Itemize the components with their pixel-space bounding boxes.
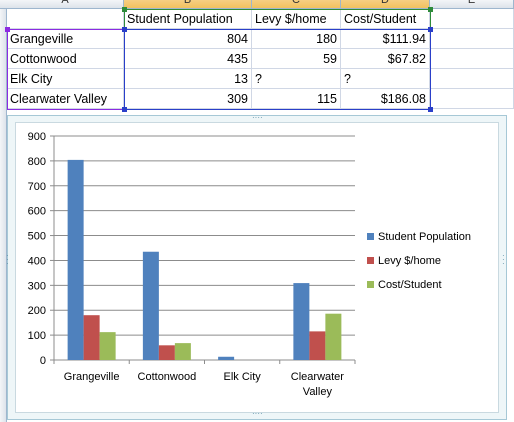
x-category-label: Grangeville (64, 371, 120, 383)
legend-swatch (367, 257, 374, 264)
header-cell-population[interactable]: Student Population (124, 9, 252, 29)
bar-cost-student (99, 332, 116, 360)
y-tick-label: 100 (28, 330, 46, 342)
range-handle[interactable] (122, 27, 127, 32)
cell[interactable] (430, 9, 514, 29)
chart-resize-handle-top[interactable]: ···· (252, 113, 263, 122)
data-cell[interactable]: 115 (252, 89, 341, 109)
range-handle[interactable] (428, 27, 433, 32)
x-category-label: Cottonwood (138, 371, 197, 383)
cell[interactable] (430, 69, 514, 89)
y-tick-label: 600 (28, 206, 46, 218)
chart-resize-handle-bottom[interactable]: ···· (252, 409, 263, 418)
range-handle[interactable] (5, 27, 10, 32)
bar-cost-student (174, 343, 191, 360)
header-cell-levy[interactable]: Levy $/home (252, 9, 341, 29)
bar-student-population (67, 159, 84, 360)
column-header-d[interactable]: D (341, 0, 430, 8)
x-category-label: Valley (303, 386, 333, 398)
data-cell[interactable]: 804 (124, 29, 252, 49)
data-cell[interactable]: 13 (124, 69, 252, 89)
range-handle[interactable] (428, 107, 433, 112)
header-cell-cost[interactable]: Cost/Student (341, 9, 430, 29)
y-tick-label: 400 (28, 255, 46, 267)
column-header-c[interactable]: C (252, 0, 341, 8)
chart-area[interactable]: 0 100 200 300 400 500 600 700 800 900 Grangeville C… (15, 122, 499, 413)
range-handle[interactable] (122, 107, 127, 112)
y-tick-label: 500 (28, 231, 46, 243)
range-handle[interactable] (122, 7, 127, 12)
row-header-column (0, 9, 7, 422)
x-category-label: Elk City (223, 371, 261, 383)
row-label-cell[interactable]: Clearwater Valley (7, 89, 124, 109)
y-tick-label: 800 (28, 156, 46, 168)
column-header-a[interactable]: A (7, 0, 124, 8)
row-label-cell[interactable]: Elk City (7, 69, 124, 89)
cell[interactable] (430, 29, 514, 49)
data-cell[interactable]: $186.08 (341, 89, 430, 109)
row-label-cell[interactable]: Cottonwood (7, 49, 124, 69)
bar-chart: 0 100 200 300 400 500 600 700 800 900 Grangeville C… (28, 131, 471, 398)
legend-label: Levy $/home (378, 255, 441, 267)
legend-swatch (367, 233, 374, 240)
bar-student-population (293, 283, 310, 360)
x-category-label: Clearwater (291, 371, 345, 383)
y-tick-label: 900 (28, 131, 46, 143)
legend-label: Student Population (378, 231, 471, 243)
bar-levy-home (309, 331, 326, 360)
data-cell[interactable]: 180 (252, 29, 341, 49)
chart-resize-handle-right[interactable]: · · · (502, 251, 505, 268)
bar-levy-home (158, 345, 175, 360)
chart-object[interactable]: ···· ···· ··· ··· 0 100 200 300 400 500 600 700… (6, 113, 507, 420)
data-cell[interactable]: 309 (124, 89, 252, 109)
column-header-row: A B C D E (0, 0, 514, 9)
bar-student-population (142, 251, 159, 360)
y-tick-label: 200 (28, 305, 46, 317)
y-tick-label: 0 (40, 355, 46, 367)
cell[interactable] (430, 49, 514, 69)
data-cell[interactable]: 435 (124, 49, 252, 69)
legend-label: Cost/Student (378, 279, 442, 291)
data-cell[interactable]: ? (341, 69, 430, 89)
bar-cost-student (325, 313, 342, 360)
data-cell[interactable]: $111.94 (341, 29, 430, 49)
range-handle[interactable] (428, 7, 433, 12)
y-tick-label: 700 (28, 181, 46, 193)
data-cell[interactable]: ? (252, 69, 341, 89)
column-header-b[interactable]: B (124, 0, 252, 8)
cell[interactable] (430, 89, 514, 109)
bar-levy-home (83, 315, 100, 360)
legend-swatch (367, 281, 374, 288)
row-label-cell[interactable]: Grangeville (7, 29, 124, 49)
data-cell[interactable]: 59 (252, 49, 341, 69)
chart-resize-handle-left[interactable]: · · · (6, 251, 9, 268)
bar-student-population (218, 356, 235, 360)
data-cell[interactable]: $67.82 (341, 49, 430, 69)
y-tick-label: 300 (28, 280, 46, 292)
cell[interactable] (7, 9, 124, 29)
column-header-e[interactable]: E (430, 0, 514, 8)
